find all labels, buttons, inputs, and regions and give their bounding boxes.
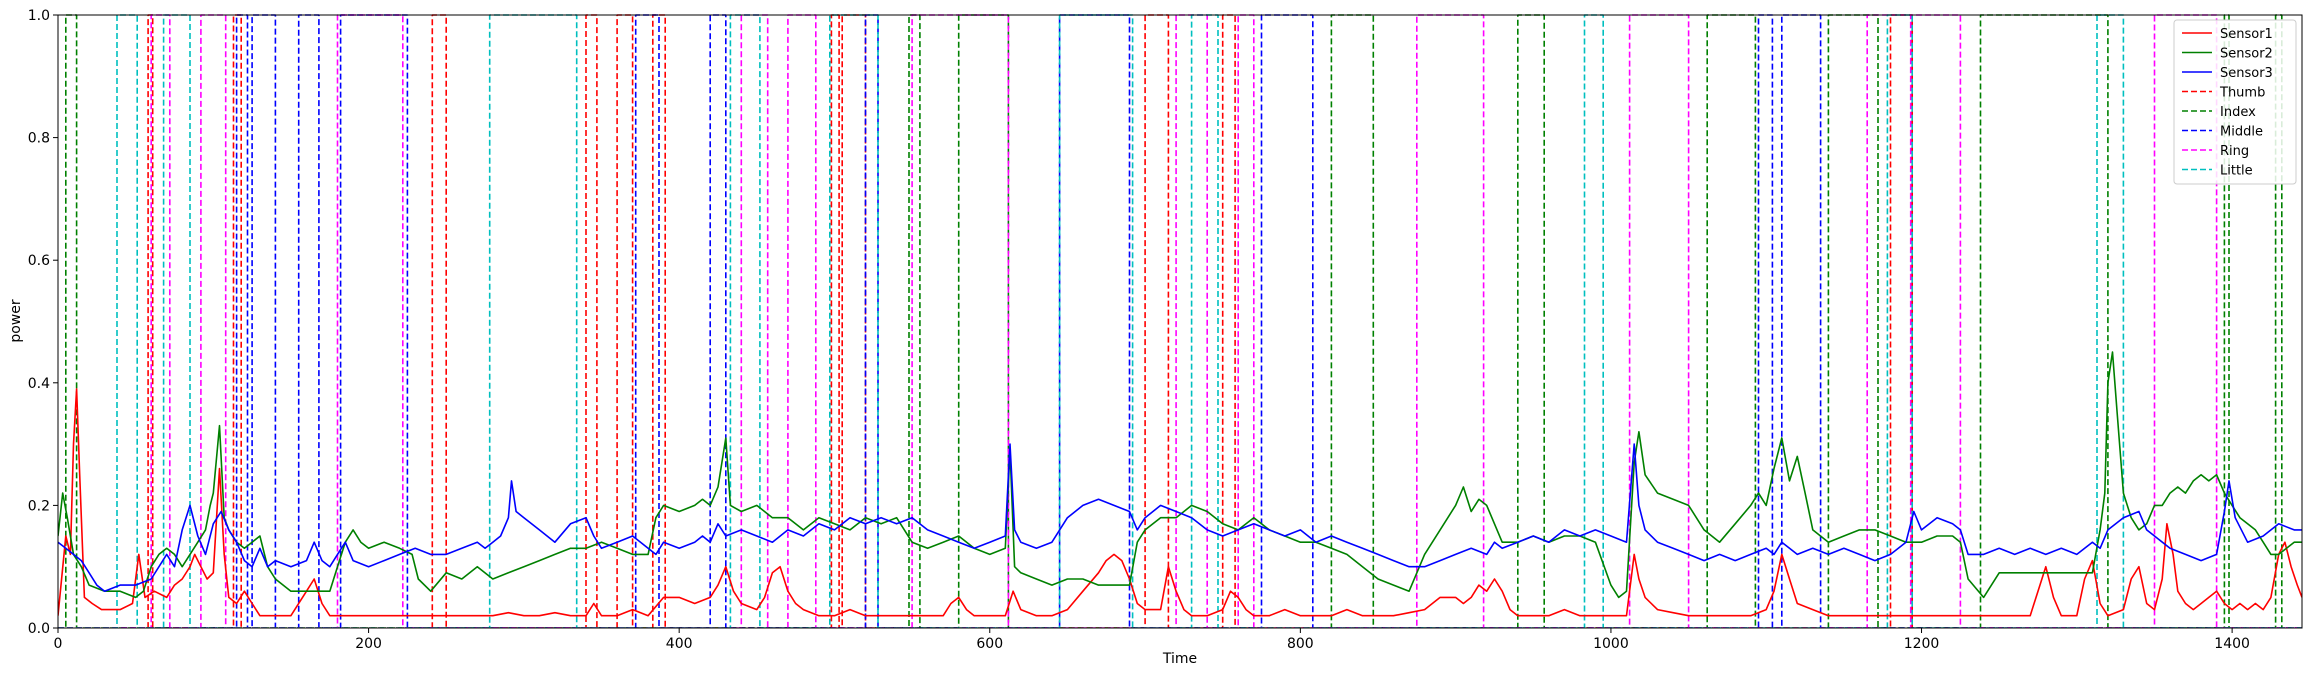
legend-label-sensor3: Sensor3	[2220, 66, 2273, 81]
x-tick-label: 1400	[2214, 636, 2250, 652]
legend-label-ring: Ring	[2220, 144, 2249, 159]
x-tick-label: 1200	[1904, 636, 1940, 652]
x-axis-label: Time	[1162, 651, 1197, 667]
legend-label-sensor1: Sensor1	[2220, 27, 2273, 42]
x-tick-label: 400	[666, 636, 693, 652]
x-axis: 0 200 400 600 800 1000 1200 1400	[54, 628, 2250, 652]
plot-frame	[57, 14, 2303, 629]
legend-box	[2173, 19, 2297, 185]
y-tick-label: 0.2	[28, 498, 50, 514]
y-tick-label: 0.4	[28, 376, 50, 392]
x-tick-label: 200	[355, 636, 382, 652]
x-tick-label: 1000	[1593, 636, 1629, 652]
y-tick-label: 1.0	[28, 8, 50, 24]
y-axis-label: power	[8, 299, 24, 343]
legend-label-index: Index	[2220, 105, 2256, 120]
y-tick-label: 0.6	[28, 253, 50, 269]
legend-label-thumb: Thumb	[2219, 86, 2265, 101]
y-tick-label: 0.0	[28, 621, 50, 637]
series-thumb	[58, 14, 2302, 628]
y-tick-label: 0.8	[28, 131, 50, 147]
x-tick-label: 600	[976, 636, 1003, 652]
y-axis: 0.0 0.2 0.4 0.6 0.8 1.0	[28, 8, 58, 637]
series-sensor3	[58, 443, 2302, 592]
legend: Sensor1 Sensor2 Sensor3 Thumb Index Middle Rin…	[2173, 19, 2297, 185]
legend-label-little: Little	[2220, 164, 2253, 179]
x-tick-label: 0	[54, 636, 63, 652]
series-sensor1	[58, 388, 2302, 617]
legend-label-middle: Middle	[2220, 125, 2263, 140]
series-sensor2	[58, 351, 2302, 599]
x-tick-label: 800	[1287, 636, 1314, 652]
legend-label-sensor2: Sensor2	[2220, 47, 2273, 62]
